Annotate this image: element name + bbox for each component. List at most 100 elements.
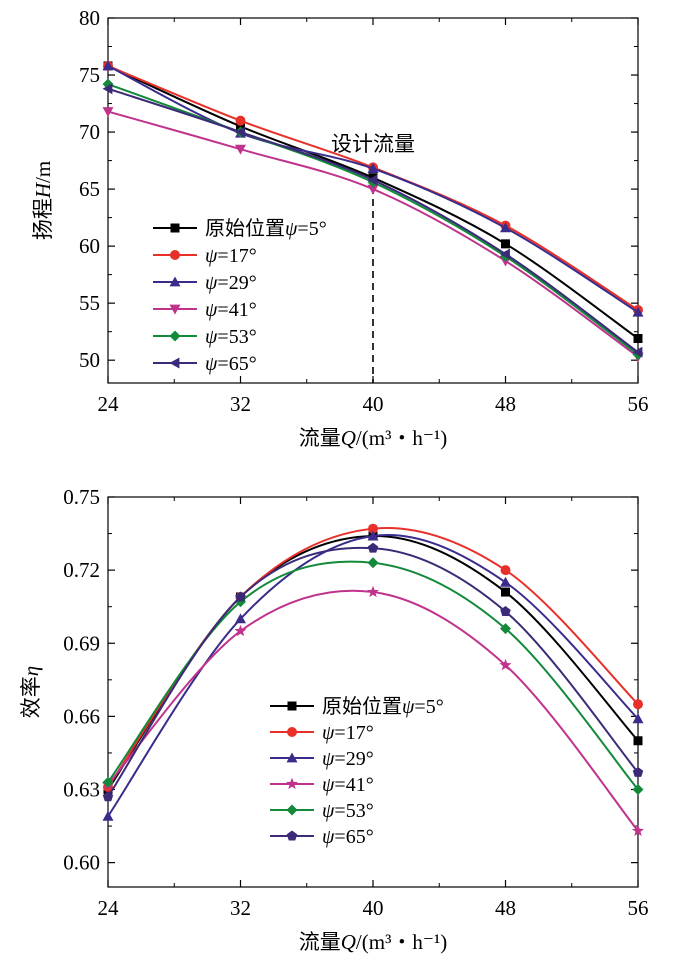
- data-point: [368, 523, 378, 534]
- x-tick-label: 24: [98, 392, 120, 416]
- x-tick-label: 48: [495, 392, 516, 416]
- data-point: [235, 126, 245, 138]
- legend-label: ψ=17°: [322, 722, 374, 744]
- data-point: [500, 576, 511, 587]
- series-3: [102, 530, 644, 821]
- data-point: [367, 557, 379, 569]
- data-point: [633, 699, 643, 710]
- data-point: [367, 542, 379, 553]
- legend-label: ψ=17°: [205, 245, 257, 267]
- legend-marker: [286, 804, 298, 816]
- data-point: [632, 346, 643, 358]
- data-point: [499, 658, 512, 671]
- y-tick-label: 0.69: [63, 631, 100, 655]
- data-point: [102, 83, 113, 95]
- legend-label: ψ=29°: [205, 272, 257, 294]
- legend-item: ψ=17°: [153, 245, 257, 267]
- y-tick-label: 0.63: [63, 778, 100, 802]
- data-point: [632, 306, 644, 317]
- legend-item: ψ=53°: [270, 800, 374, 822]
- legend-marker: [287, 727, 297, 737]
- data-point: [500, 565, 511, 576]
- legend-item: ψ=65°: [153, 353, 257, 375]
- data-point: [632, 713, 644, 724]
- data-point: [500, 606, 511, 617]
- series-6: [102, 83, 643, 358]
- y-tick-label: 60: [79, 234, 100, 258]
- legend-marker: [169, 304, 181, 315]
- x-tick-label: 56: [628, 392, 649, 416]
- y-tick-label: 0.72: [63, 558, 100, 582]
- chart-1: 24 32 40 48 56 50 55 60 65 70 75 80 流量Q/(m³・h⁻¹) 扬程H/…: [31, 6, 649, 450]
- data-point: [633, 334, 643, 344]
- legend-item: ψ=41°: [270, 774, 374, 796]
- data-point: [235, 591, 246, 602]
- y-tick-label: 0.60: [63, 851, 100, 875]
- series-6: [102, 542, 644, 802]
- legend-label: ψ=65°: [205, 353, 257, 375]
- y-tick-label: 0.75: [63, 485, 100, 509]
- data-point: [631, 824, 645, 837]
- legend-item: ψ=65°: [270, 826, 374, 848]
- y-tick-label: 80: [79, 6, 100, 30]
- x-axis-label: 流量Q/(m³・h⁻¹): [299, 930, 448, 954]
- legend-marker: [170, 250, 180, 260]
- legend: 原始位置ψ=5° ψ=17° ψ=29° ψ=41° ψ=53° ψ=65°: [270, 695, 444, 848]
- data-point: [367, 163, 379, 173]
- x-tick-label: 40: [363, 392, 384, 416]
- legend-marker: [285, 777, 299, 790]
- x-tick-label: 32: [230, 896, 251, 920]
- legend-label: 原始位置ψ=5°: [205, 217, 327, 240]
- data-point: [366, 585, 380, 598]
- data-point: [500, 222, 511, 233]
- legend-marker: [286, 752, 298, 763]
- data-point: [367, 184, 379, 195]
- legend-label: ψ=41°: [205, 299, 257, 321]
- legend-marker: [287, 701, 297, 711]
- x-tick-label: 24: [98, 896, 120, 920]
- data-point: [102, 60, 114, 71]
- design-flow-label: 设计流量: [331, 132, 415, 156]
- data-point: [632, 784, 644, 795]
- legend-item: 原始位置ψ=5°: [153, 217, 327, 240]
- data-point: [102, 791, 114, 802]
- data-point: [102, 107, 114, 118]
- data-point: [102, 810, 114, 821]
- legend-label: 原始位置ψ=5°: [322, 695, 444, 718]
- data-point: [500, 623, 511, 635]
- legend: 原始位置ψ=5° ψ=17° ψ=29° ψ=41° ψ=53° ψ=65°: [153, 217, 327, 375]
- legend-label: ψ=53°: [322, 800, 374, 822]
- y-tick-label: 75: [79, 63, 100, 87]
- x-tick-label: 32: [230, 392, 251, 416]
- data-point: [367, 530, 379, 541]
- x-axis-label: 流量Q/(m³・h⁻¹): [299, 426, 448, 450]
- data-point: [236, 121, 245, 131]
- legend-label: ψ=65°: [322, 826, 374, 848]
- data-point: [235, 144, 246, 155]
- legend-label: ψ=29°: [322, 748, 374, 770]
- legend-item: ψ=41°: [153, 299, 257, 321]
- data-point: [234, 624, 247, 637]
- data-point: [633, 736, 643, 746]
- series-5: [102, 78, 644, 360]
- data-point: [501, 587, 510, 597]
- y-tick-label: 55: [79, 291, 100, 315]
- y-axis-label: 效率η: [19, 666, 43, 718]
- data-point: [500, 248, 510, 260]
- legend-item: ψ=53°: [153, 326, 257, 348]
- y-tick-label: 0.66: [63, 704, 100, 728]
- y-tick-label: 50: [79, 348, 100, 372]
- legend-item: 原始位置ψ=5°: [270, 695, 444, 718]
- data-point: [632, 766, 644, 777]
- x-tick-label: 48: [495, 896, 516, 920]
- data-point: [367, 174, 378, 186]
- legend-label: ψ=53°: [205, 326, 257, 348]
- legend-marker: [169, 330, 181, 342]
- x-tick-label: 56: [628, 896, 649, 920]
- legend-marker: [286, 830, 298, 841]
- chart-2: 24 32 40 48 56 0.60 0.63 0.66 0.69 0.72 0.75 流量Q/(m…: [19, 485, 649, 954]
- data-point: [235, 613, 246, 624]
- legend-item: ψ=29°: [153, 272, 257, 294]
- legend-item: ψ=29°: [270, 748, 374, 770]
- legend-marker: [169, 357, 180, 369]
